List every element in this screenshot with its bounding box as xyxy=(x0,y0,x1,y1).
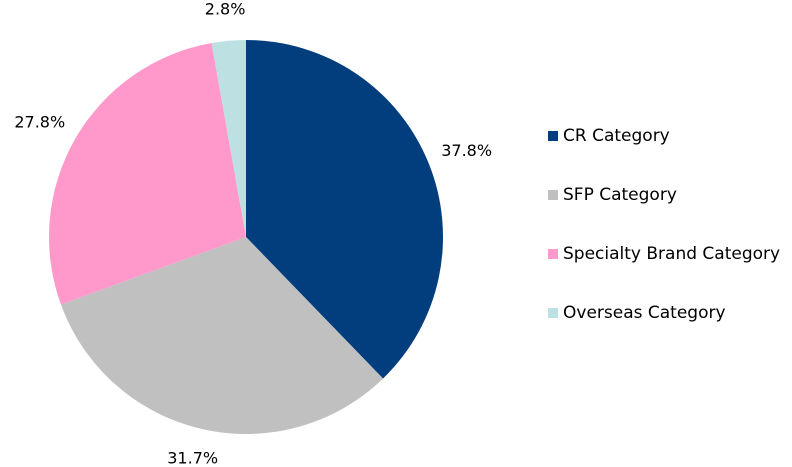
legend-label: Specialty Brand Category xyxy=(563,244,780,264)
data-label: 31.7% xyxy=(167,449,218,467)
legend-swatch xyxy=(548,308,558,318)
pie-slice xyxy=(49,43,247,305)
legend-swatch xyxy=(548,190,558,200)
data-label: 2.8% xyxy=(205,0,246,18)
pie-slice xyxy=(211,40,246,237)
data-label: 27.8% xyxy=(14,113,65,132)
legend-label: SFP Category xyxy=(563,185,677,205)
legend-swatch xyxy=(548,131,558,141)
pie-slice xyxy=(60,237,383,435)
legend-swatch xyxy=(548,249,558,259)
pie-slice xyxy=(246,40,444,379)
legend-label: Overseas Category xyxy=(563,303,726,323)
legend-label: CR Category xyxy=(563,126,670,146)
data-label: 37.8% xyxy=(441,141,492,160)
